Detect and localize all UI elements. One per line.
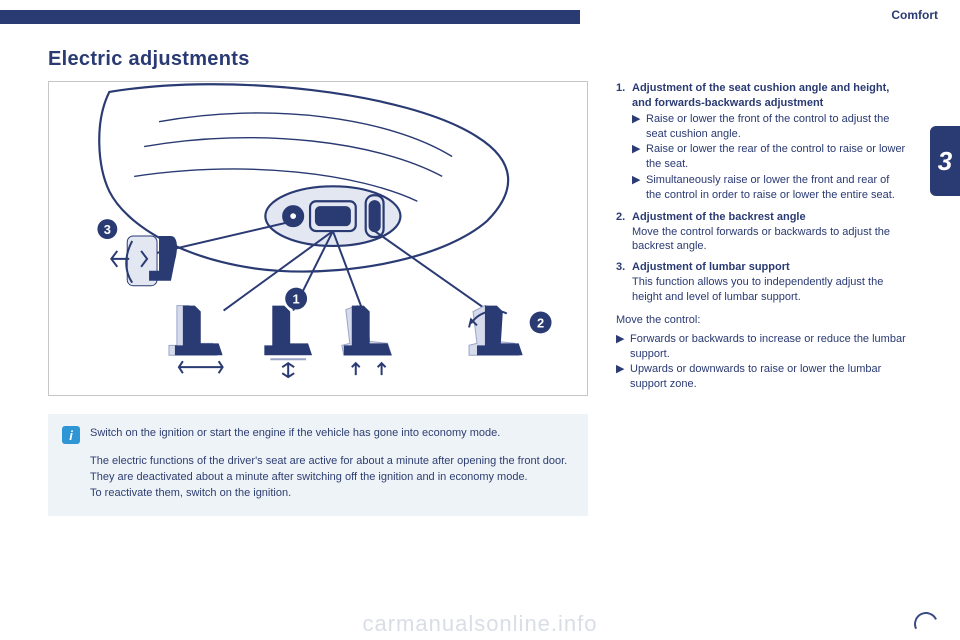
seat-diagram: 3 (48, 81, 588, 396)
svg-text:2: 2 (537, 315, 544, 330)
arrow-icon: ▶ (616, 332, 630, 362)
item-text: This function allows you to independentl… (632, 275, 906, 305)
info-note: i Switch on the ignition or start the en… (48, 414, 588, 516)
section-label: Comfort (891, 8, 938, 22)
arrow-icon: ▶ (632, 142, 646, 172)
item-title: Adjustment of the backrest angle (632, 210, 906, 225)
sub-text: Simultaneously raise or lower the front … (646, 173, 906, 203)
instruction-item: 2. Adjustment of the backrest angle Move… (616, 210, 906, 255)
item-number: 1. (616, 81, 632, 204)
page-footer: carmanualsonline.info (0, 612, 960, 636)
svg-text:3: 3 (104, 222, 111, 237)
page-body: Electric adjustments (48, 48, 938, 628)
arrow-icon: ▶ (632, 173, 646, 203)
callout-2-icon (469, 306, 523, 356)
move-control-lead: Move the control: (616, 313, 906, 328)
sub-text: Raise or lower the front of the control … (646, 112, 906, 142)
arrow-icon: ▶ (632, 112, 646, 142)
note-line-1: Switch on the ignition or start the engi… (90, 426, 500, 442)
chapter-number: 3 (938, 146, 952, 177)
instruction-list: 1. Adjustment of the seat cushion angle … (616, 81, 906, 305)
item-number: 2. (616, 210, 632, 255)
callout-3-icon (111, 236, 177, 286)
page-title: Electric adjustments (48, 48, 938, 71)
item-number: 3. (616, 260, 632, 305)
note-line-2: The electric functions of the driver's s… (90, 454, 574, 486)
sub-text: Raise or lower the rear of the control t… (646, 142, 906, 172)
item-title: Adjustment of the seat cushion angle and… (632, 81, 906, 111)
header-stripe (0, 10, 580, 24)
watermark-text: carmanualsonline.info (362, 611, 597, 637)
item-text: Move the control forwards or backwards t… (632, 225, 906, 255)
item-title: Adjustment of lumbar support (632, 260, 906, 275)
info-icon: i (62, 426, 80, 444)
instruction-item: 3. Adjustment of lumbar support This fun… (616, 260, 906, 305)
note-line-3: To reactivate them, switch on the igniti… (90, 486, 574, 502)
move-control-block: Move the control: ▶Forwards or backwards… (616, 313, 906, 392)
right-column: 1. Adjustment of the seat cushion angle … (616, 81, 906, 393)
arrow-icon: ▶ (616, 362, 630, 392)
sub-text: Forwards or backwards to increase or red… (630, 332, 906, 362)
left-column: 3 (48, 81, 588, 516)
callout-1-icons (169, 306, 392, 378)
top-bar: Comfort (0, 10, 960, 28)
page-indicator-icon (911, 609, 942, 640)
svg-text:1: 1 (293, 292, 300, 307)
content-row: 3 (48, 81, 938, 516)
instruction-item: 1. Adjustment of the seat cushion angle … (616, 81, 906, 204)
seat-diagram-svg: 3 (49, 82, 587, 395)
sub-text: Upwards or downwards to raise or lower t… (630, 362, 906, 392)
